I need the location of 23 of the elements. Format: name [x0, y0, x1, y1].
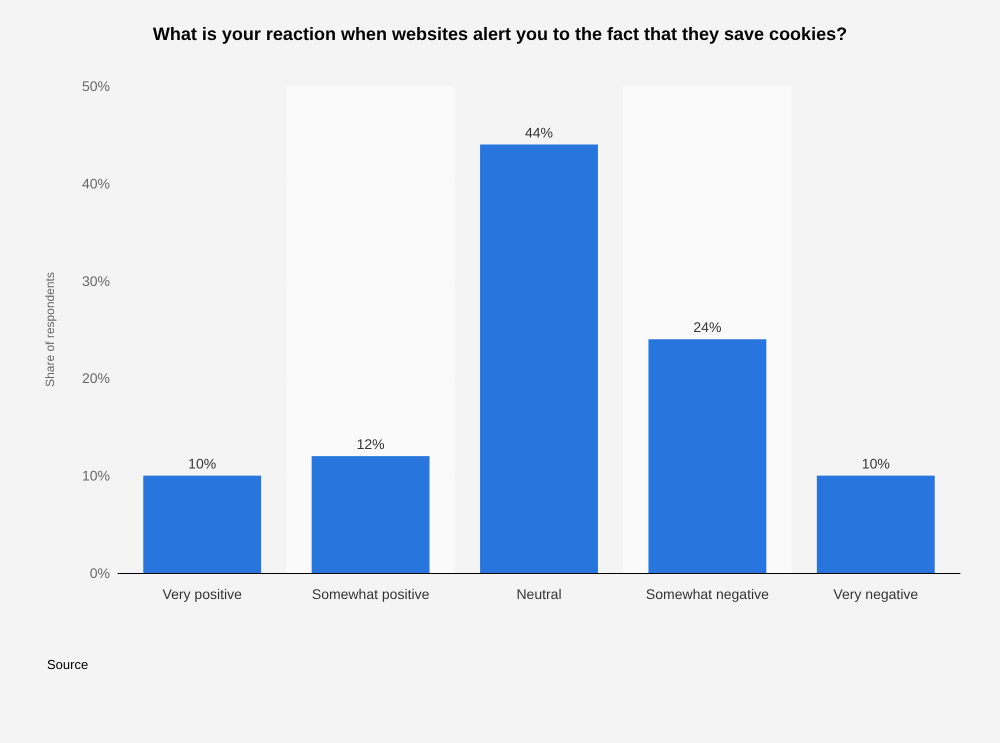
- x-tick-label: Somewhat positive: [312, 586, 430, 602]
- x-tick-label: Very positive: [162, 586, 242, 602]
- y-tick-label: 40%: [82, 175, 110, 192]
- data-label: 10%: [188, 456, 216, 472]
- bar: [816, 476, 935, 573]
- data-label: 12%: [356, 436, 385, 452]
- data-label: 24%: [693, 319, 722, 336]
- bar: [143, 476, 262, 573]
- y-tick-label: 30%: [82, 272, 110, 289]
- y-tick-label: 20%: [82, 370, 110, 386]
- y-tick-label: 0%: [90, 565, 110, 581]
- y-tick-label: 10%: [82, 468, 110, 484]
- x-tick-label: Neutral: [516, 586, 562, 602]
- chart-title: What is your reaction when websites alert you to the fact that they save cookies?: [152, 24, 848, 44]
- x-tick-label: Somewhat negative: [646, 586, 770, 602]
- bar: [312, 456, 430, 573]
- x-tick-label: Very negative: [833, 586, 918, 602]
- y-axis-title: Share of respondents: [43, 272, 57, 387]
- data-label: 10%: [862, 456, 890, 472]
- data-label: 44%: [524, 124, 554, 140]
- text: Source: [47, 657, 88, 672]
- y-tick-label: 50%: [82, 78, 110, 94]
- bar: [648, 339, 766, 573]
